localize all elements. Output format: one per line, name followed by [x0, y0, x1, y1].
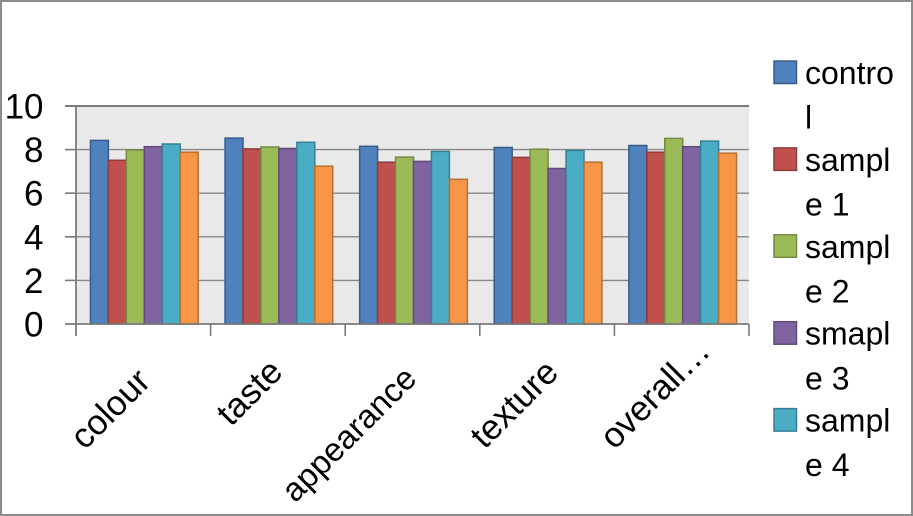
svg-text:l: l — [805, 100, 812, 136]
svg-text:sampl: sampl — [805, 229, 890, 265]
svg-text:2: 2 — [24, 262, 43, 301]
svg-text:e 2: e 2 — [805, 273, 849, 309]
svg-text:10: 10 — [5, 88, 44, 127]
svg-text:e 1: e 1 — [805, 187, 849, 223]
svg-text:0: 0 — [24, 306, 43, 345]
svg-text:smapl: smapl — [805, 316, 890, 352]
svg-text:sampl: sampl — [805, 403, 890, 439]
svg-text:sampl: sampl — [805, 142, 890, 178]
svg-text:4: 4 — [24, 218, 43, 257]
svg-text:6: 6 — [24, 175, 43, 214]
svg-text:contro: contro — [805, 55, 894, 91]
svg-text:8: 8 — [24, 131, 43, 170]
svg-text:e 3: e 3 — [805, 360, 849, 396]
svg-text:e 4: e 4 — [805, 447, 849, 483]
